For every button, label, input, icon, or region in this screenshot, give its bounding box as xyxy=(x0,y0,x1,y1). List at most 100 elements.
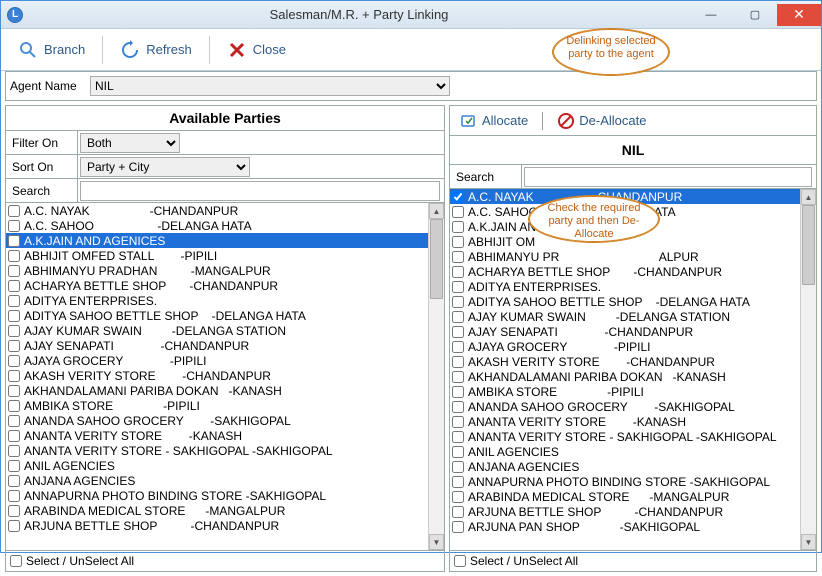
list-item-checkbox[interactable] xyxy=(452,416,464,428)
list-item[interactable]: ANIL AGENCIES xyxy=(450,444,800,459)
list-item-checkbox[interactable] xyxy=(452,236,464,248)
list-item-checkbox[interactable] xyxy=(8,355,20,367)
list-item-checkbox[interactable] xyxy=(8,205,20,217)
list-item-checkbox[interactable] xyxy=(452,461,464,473)
list-item[interactable]: ARABINDA MEDICAL STORE -MANGALPUR xyxy=(450,489,800,504)
scroll-thumb[interactable] xyxy=(802,205,815,285)
list-item-checkbox[interactable] xyxy=(452,296,464,308)
list-item-checkbox[interactable] xyxy=(452,401,464,413)
list-item-checkbox[interactable] xyxy=(8,445,20,457)
list-item-checkbox[interactable] xyxy=(8,400,20,412)
list-item[interactable]: ABHIMANYU PRADHAN -MANGALPUR xyxy=(6,263,428,278)
scrollbar-right[interactable]: ▲ ▼ xyxy=(800,189,816,550)
list-item-checkbox[interactable] xyxy=(452,476,464,488)
list-item-checkbox[interactable] xyxy=(452,221,464,233)
list-item[interactable]: A.K.JAIN AND AGENICES xyxy=(6,233,428,248)
list-item[interactable]: ANJANA AGENCIES xyxy=(450,459,800,474)
list-item-checkbox[interactable] xyxy=(8,220,20,232)
list-item[interactable]: AJAY KUMAR SWAIN -DELANGA STATION xyxy=(450,309,800,324)
list-item[interactable]: AJAY SENAPATI -CHANDANPUR xyxy=(6,338,428,353)
select-all-right-checkbox[interactable] xyxy=(454,555,466,567)
list-item[interactable]: AJAYA GROCERY -PIPILI xyxy=(6,353,428,368)
list-item-checkbox[interactable] xyxy=(452,371,464,383)
list-item[interactable]: ANNAPURNA PHOTO BINDING STORE -SAKHIGOPA… xyxy=(6,488,428,503)
scroll-thumb[interactable] xyxy=(430,219,443,299)
list-item[interactable]: ADITYA SAHOO BETTLE SHOP -DELANGA HATA xyxy=(6,308,428,323)
list-item-checkbox[interactable] xyxy=(8,385,20,397)
close-button[interactable]: Close xyxy=(218,35,295,65)
select-all-left-checkbox[interactable] xyxy=(10,555,22,567)
available-parties-list[interactable]: A.C. NAYAK -CHANDANPURA.C. SAHOO -DELANG… xyxy=(6,203,428,550)
list-item[interactable]: AMBIKA STORE -PIPILI xyxy=(450,384,800,399)
refresh-button[interactable]: Refresh xyxy=(111,35,201,65)
filter-on-select[interactable]: Both xyxy=(80,133,180,153)
list-item[interactable]: AKHANDALAMANI PARIBA DOKAN -KANASH xyxy=(6,383,428,398)
sort-on-select[interactable]: Party + City xyxy=(80,157,250,177)
list-item-checkbox[interactable] xyxy=(8,295,20,307)
list-item-checkbox[interactable] xyxy=(8,340,20,352)
list-item-checkbox[interactable] xyxy=(452,386,464,398)
list-item-checkbox[interactable] xyxy=(8,280,20,292)
list-item[interactable]: ANANDA SAHOO GROCERY -SAKHIGOPAL xyxy=(450,399,800,414)
list-item[interactable]: A.C. NAYAK -CHANDANPUR xyxy=(6,203,428,218)
list-item-checkbox[interactable] xyxy=(452,266,464,278)
list-item[interactable]: AKHANDALAMANI PARIBA DOKAN -KANASH xyxy=(450,369,800,384)
scrollbar-left[interactable]: ▲ ▼ xyxy=(428,203,444,550)
minimize-button[interactable]: — xyxy=(689,4,733,26)
list-item[interactable]: ANANTA VERITY STORE - SAKHIGOPAL -SAKHIG… xyxy=(450,429,800,444)
list-item-checkbox[interactable] xyxy=(8,505,20,517)
list-item[interactable]: AJAYA GROCERY -PIPILI xyxy=(450,339,800,354)
deallocate-button[interactable]: De-Allocate xyxy=(553,110,650,132)
list-item[interactable]: ADITYA ENTERPRISES. xyxy=(6,293,428,308)
list-item[interactable]: ABHIMANYU PR ALPUR xyxy=(450,249,800,264)
list-item-checkbox[interactable] xyxy=(452,311,464,323)
list-item[interactable]: ANANTA VERITY STORE -KANASH xyxy=(6,428,428,443)
scroll-up-icon[interactable]: ▲ xyxy=(801,189,816,205)
close-window-button[interactable]: ✕ xyxy=(777,4,821,26)
list-item-checkbox[interactable] xyxy=(8,475,20,487)
list-item-checkbox[interactable] xyxy=(8,430,20,442)
scroll-up-icon[interactable]: ▲ xyxy=(429,203,444,219)
scroll-down-icon[interactable]: ▼ xyxy=(429,534,444,550)
list-item-checkbox[interactable] xyxy=(8,370,20,382)
list-item[interactable]: ARJUNA BETTLE SHOP -CHANDANPUR xyxy=(450,504,800,519)
list-item-checkbox[interactable] xyxy=(8,520,20,532)
list-item[interactable]: ACHARYA BETTLE SHOP -CHANDANPUR xyxy=(450,264,800,279)
list-item-checkbox[interactable] xyxy=(452,356,464,368)
list-item[interactable]: ANANTA VERITY STORE - SAKHIGOPAL -SAKHIG… xyxy=(6,443,428,458)
list-item[interactable]: AJAY KUMAR SWAIN -DELANGA STATION xyxy=(6,323,428,338)
list-item[interactable]: ARJUNA PAN SHOP -SAKHIGOPAL xyxy=(450,519,800,534)
list-item-checkbox[interactable] xyxy=(452,191,464,203)
list-item[interactable]: ANANDA SAHOO GROCERY -SAKHIGOPAL xyxy=(6,413,428,428)
scroll-down-icon[interactable]: ▼ xyxy=(801,534,816,550)
list-item-checkbox[interactable] xyxy=(8,490,20,502)
list-item[interactable]: A.C. SAHOO -DELANGA HATA xyxy=(6,218,428,233)
search-input-right[interactable] xyxy=(524,167,812,187)
list-item[interactable]: ANNAPURNA PHOTO BINDING STORE -SAKHIGOPA… xyxy=(450,474,800,489)
list-item-checkbox[interactable] xyxy=(452,206,464,218)
list-item[interactable]: AMBIKA STORE -PIPILI xyxy=(6,398,428,413)
list-item[interactable]: ANIL AGENCIES xyxy=(6,458,428,473)
branch-button[interactable]: Branch xyxy=(9,35,94,65)
list-item-checkbox[interactable] xyxy=(452,491,464,503)
list-item-checkbox[interactable] xyxy=(8,325,20,337)
list-item-checkbox[interactable] xyxy=(452,446,464,458)
allocated-parties-list[interactable]: A.C. NAYAK -CHANDANPURA.C. SAHOO ATAA.K.… xyxy=(450,189,800,550)
list-item[interactable]: AKASH VERITY STORE -CHANDANPUR xyxy=(6,368,428,383)
list-item-checkbox[interactable] xyxy=(452,281,464,293)
list-item[interactable]: AJAY SENAPATI -CHANDANPUR xyxy=(450,324,800,339)
list-item-checkbox[interactable] xyxy=(8,310,20,322)
list-item-checkbox[interactable] xyxy=(8,460,20,472)
list-item[interactable]: AKASH VERITY STORE -CHANDANPUR xyxy=(450,354,800,369)
list-item-checkbox[interactable] xyxy=(452,506,464,518)
list-item[interactable]: ARJUNA BETTLE SHOP -CHANDANPUR xyxy=(6,518,428,533)
search-input-left[interactable] xyxy=(80,181,440,201)
list-item-checkbox[interactable] xyxy=(8,415,20,427)
list-item-checkbox[interactable] xyxy=(8,250,20,262)
list-item[interactable]: ABHIJIT OMFED STALL -PIPILI xyxy=(6,248,428,263)
list-item[interactable]: ANANTA VERITY STORE -KANASH xyxy=(450,414,800,429)
list-item[interactable]: ADITYA SAHOO BETTLE SHOP -DELANGA HATA xyxy=(450,294,800,309)
maximize-button[interactable]: ▢ xyxy=(733,4,777,26)
list-item-checkbox[interactable] xyxy=(452,431,464,443)
list-item-checkbox[interactable] xyxy=(452,326,464,338)
